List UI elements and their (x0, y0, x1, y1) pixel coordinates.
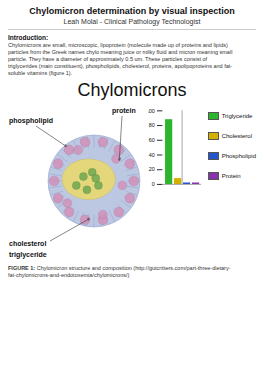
svg-text:20: 20 (149, 166, 155, 172)
html-text:Chylomicron determination by v: Chylomicron determination by visual insp… (29, 6, 235, 16)
html-text:FIGURE 1: Chylomicron structur: FIGURE 1: Chylomicron structure and comp… (8, 265, 231, 271)
html-text:Chylomicrons are small, micros: Chylomicrons are small, microscopic, lip… (8, 42, 228, 48)
svg-text:80: 80 (149, 122, 155, 128)
svg-text:40: 40 (149, 152, 155, 158)
html-text:Triglyceride: Triglyceride (221, 113, 253, 120)
html-text:Cholesterol: Cholesterol (221, 133, 252, 140)
svg-text:cholesterol: cholesterol (9, 240, 46, 247)
html-text:Phospholipid: Phospholipid (221, 153, 256, 160)
html-text:Chylomicrons: Chylomicrons (77, 80, 187, 100)
svg-text:phospholipid: phospholipid (9, 117, 53, 125)
html-text:soluble vitamins (figure 1).: soluble vitamins (figure 1). (8, 70, 73, 76)
html-text:fat-chylomicrons-and-endotoxem: fat-chylomicrons-and-endotoxemia/chylomi… (8, 272, 130, 278)
svg-text:60: 60 (149, 137, 155, 143)
svg-text:triglyceride: triglyceride (9, 251, 47, 259)
html-text:particle. They have a diameter: particle. They have a diameter of approx… (8, 56, 208, 62)
html-text:Protein: Protein (221, 173, 241, 180)
html-text:triglycerides (main constituen: triglycerides (main constituent), phosph… (8, 63, 233, 69)
svg-text:protein: protein (112, 107, 136, 115)
html-text:Leah Molai - Clinical Patholog: Leah Molai - Clinical Pathology Technolo… (63, 18, 201, 25)
svg-text:0: 0 (152, 181, 155, 187)
html-text:particles from the Greek names: particles from the Greek names chylo mea… (8, 49, 233, 55)
svg-text:100: 100 (148, 108, 155, 114)
html-text:Introduction:: Introduction: (8, 34, 49, 41)
